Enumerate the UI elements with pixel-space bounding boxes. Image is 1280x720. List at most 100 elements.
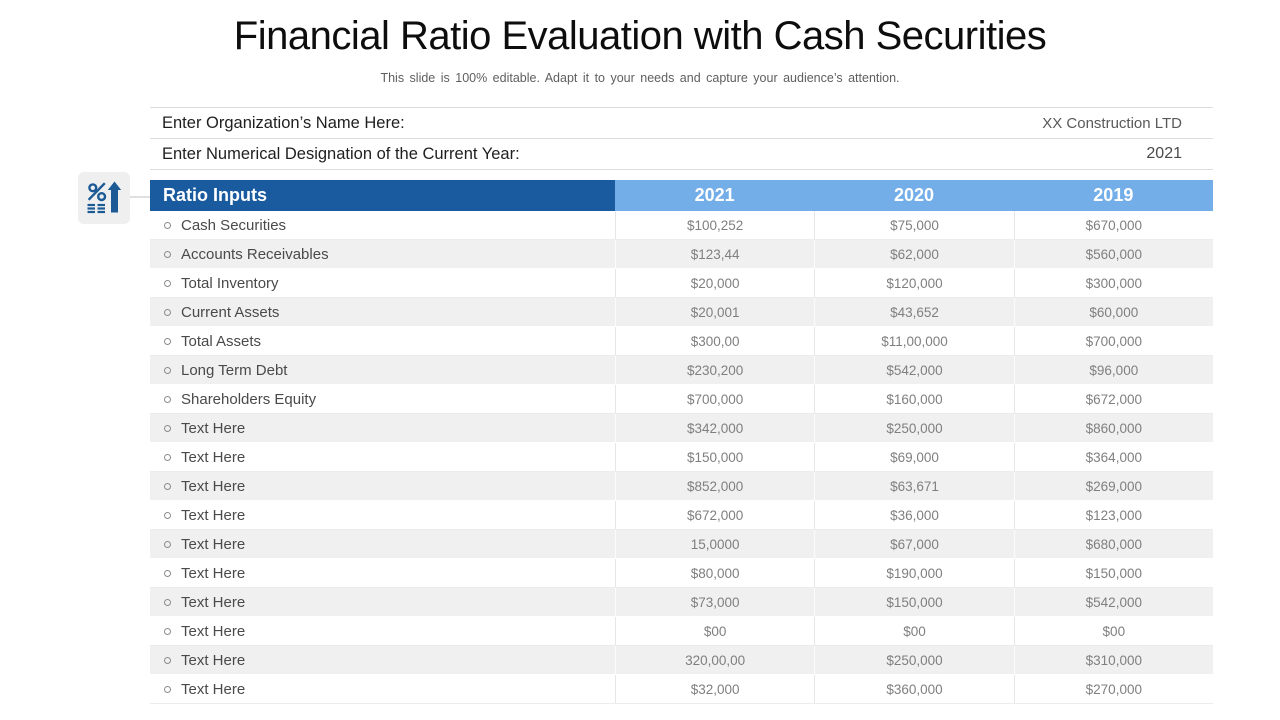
value-cell: $120,000: [814, 269, 1013, 297]
value-cell: $300,00: [615, 327, 814, 355]
bullet-icon: [164, 337, 171, 345]
current-year-row: Enter Numerical Designation of the Curre…: [150, 139, 1213, 170]
percent-growth-icon: [87, 181, 122, 214]
bullet-icon: [164, 685, 171, 693]
value-cell: $123,44: [615, 240, 814, 268]
row-label: Current Assets: [181, 303, 280, 321]
row-label-cell: Text Here: [150, 559, 615, 587]
row-label: Text Here: [181, 564, 246, 582]
slide-title: Financial Ratio Evaluation with Cash Sec…: [233, 14, 1047, 58]
row-label: Text Here: [181, 593, 246, 611]
row-label-cell: Text Here: [150, 501, 615, 529]
value-cell: $190,000: [814, 559, 1013, 587]
row-label: Shareholders Equity: [181, 390, 317, 408]
org-name-row: Enter Organization’s Name Here: XX Const…: [150, 108, 1213, 139]
row-label: Long Term Debt: [181, 361, 288, 379]
table-row: Text Here $342,000 $250,000 $860,000: [150, 414, 1213, 443]
bullet-icon: [164, 453, 171, 461]
value-cell: $63,671: [814, 472, 1013, 500]
row-label: Text Here: [181, 506, 246, 524]
value-cell: $700,000: [1013, 327, 1213, 355]
bullet-icon: [164, 569, 171, 577]
value-cell: $73,000: [615, 588, 814, 616]
row-label-cell: Total Inventory: [150, 269, 615, 297]
value-cell: $860,000: [1013, 414, 1213, 442]
row-label-cell: Text Here: [150, 414, 615, 442]
connector-line: [130, 196, 150, 198]
value-cell: $20,000: [615, 269, 814, 297]
table-row: Long Term Debt $230,200 $542,000 $96,000: [150, 356, 1213, 385]
table-header: Ratio Inputs 2021 2020 2019: [150, 180, 1213, 211]
value-cell: $62,000: [814, 240, 1013, 268]
table-row: Text Here $672,000 $36,000 $123,000: [150, 501, 1213, 530]
value-cell: $560,000: [1013, 240, 1213, 268]
row-label: Text Here: [181, 419, 246, 437]
bullet-icon: [164, 279, 171, 287]
icon-badge: [78, 172, 130, 224]
value-cell: $96,000: [1013, 356, 1213, 384]
ratio-table: Ratio Inputs 2021 2020 2019 Cash Securit…: [150, 180, 1213, 704]
value-cell: $00: [814, 617, 1013, 645]
table-row: Text Here $00 $00 $00: [150, 617, 1213, 646]
row-label: Text Here: [181, 477, 246, 495]
row-label-cell: Accounts Receivables: [150, 240, 615, 268]
row-label-cell: Long Term Debt: [150, 356, 615, 384]
bullet-icon: [164, 395, 171, 403]
table-row: Total Assets $300,00 $11,00,000 $700,000: [150, 327, 1213, 356]
bullet-icon: [164, 511, 171, 519]
row-label-cell: Text Here: [150, 472, 615, 500]
table-row: Text Here $73,000 $150,000 $542,000: [150, 588, 1213, 617]
value-cell: $80,000: [615, 559, 814, 587]
table-row: Text Here 320,00,00 $250,000 $310,000: [150, 646, 1213, 675]
row-label: Text Here: [181, 448, 246, 466]
bullet-icon: [164, 308, 171, 316]
row-label: Text Here: [181, 535, 246, 553]
bullet-icon: [164, 250, 171, 258]
value-cell: 15,0000: [615, 530, 814, 558]
row-label: Total Assets: [181, 332, 262, 350]
row-label-cell: Current Assets: [150, 298, 615, 326]
value-cell: $36,000: [814, 501, 1013, 529]
value-cell: $69,000: [814, 443, 1013, 471]
bullet-icon: [164, 656, 171, 664]
row-label: Text Here: [181, 622, 246, 640]
value-cell: $75,000: [814, 211, 1013, 239]
value-cell: $250,000: [814, 646, 1013, 674]
org-name-label: Enter Organization’s Name Here:: [162, 113, 405, 132]
value-cell: $360,000: [814, 675, 1013, 703]
table-row: Text Here $80,000 $190,000 $150,000: [150, 559, 1213, 588]
bullet-icon: [164, 598, 171, 606]
value-cell: $680,000: [1013, 530, 1213, 558]
bullet-icon: [164, 627, 171, 635]
value-cell: $11,00,000: [814, 327, 1013, 355]
row-label: Total Inventory: [181, 274, 279, 292]
current-year-label: Enter Numerical Designation of the Curre…: [162, 144, 520, 163]
table-row: Current Assets $20,001 $43,652 $60,000: [150, 298, 1213, 327]
value-cell: $270,000: [1013, 675, 1213, 703]
value-cell: $542,000: [1013, 588, 1213, 616]
row-label-cell: Cash Securities: [150, 211, 615, 239]
bullet-icon: [164, 540, 171, 548]
value-cell: $300,000: [1013, 269, 1213, 297]
value-cell: $230,200: [615, 356, 814, 384]
org-name-value: XX Construction LTD: [1042, 114, 1182, 132]
year-headers: 2021 2020 2019: [615, 180, 1213, 211]
bullet-icon: [164, 424, 171, 432]
row-label-cell: Total Assets: [150, 327, 615, 355]
value-cell: $43,652: [814, 298, 1013, 326]
year-header-2020: 2020: [893, 185, 935, 205]
value-cell: $542,000: [814, 356, 1013, 384]
slide-subtitle: This slide is 100% editable. Adapt it to…: [380, 71, 900, 85]
year-header-2019: 2019: [1093, 185, 1134, 205]
row-label-cell: Text Here: [150, 530, 615, 558]
row-label: Text Here: [181, 651, 246, 669]
value-cell: $700,000: [615, 385, 814, 413]
value-cell: 320,00,00: [615, 646, 814, 674]
value-cell: $310,000: [1013, 646, 1213, 674]
row-label: Cash Securities: [181, 216, 287, 234]
row-label-cell: Text Here: [150, 617, 615, 645]
bullet-icon: [164, 221, 171, 229]
bullet-icon: [164, 482, 171, 490]
table-row: Text Here $852,000 $63,671 $269,000: [150, 472, 1213, 501]
